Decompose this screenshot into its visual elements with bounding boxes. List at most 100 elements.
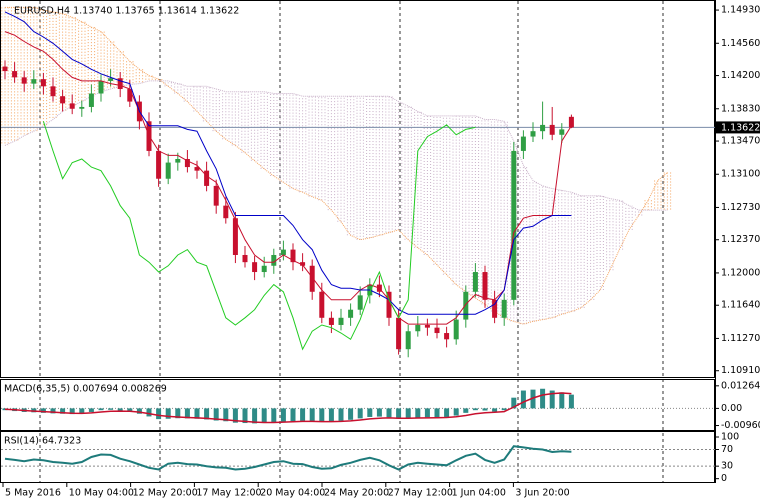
macd-bar <box>184 408 190 419</box>
macd-bar <box>213 408 219 421</box>
macd-bar <box>156 408 162 420</box>
x-tick-label: 20 May 04:00 <box>260 488 325 499</box>
y-tick-label: 1.12730 <box>721 202 760 213</box>
candle-body <box>242 254 248 263</box>
y-tick-label: -0.00960 <box>721 420 760 431</box>
candle-body <box>60 96 66 104</box>
candle-body <box>482 272 488 300</box>
candle-body <box>69 103 75 109</box>
candle-body <box>319 291 325 318</box>
candle-body <box>40 79 46 87</box>
candle-body <box>252 262 258 273</box>
last-price-box <box>716 121 760 134</box>
candle-body <box>261 265 267 273</box>
y-tick-label: 0 <box>721 473 727 484</box>
candle-body <box>98 80 104 94</box>
candle-body <box>271 254 277 266</box>
macd-bar <box>146 408 152 417</box>
macd-bar <box>194 408 200 419</box>
candle-body <box>520 136 526 151</box>
macd-bar <box>232 408 238 423</box>
candle-body <box>444 333 450 340</box>
x-tick-label: 1 Jun 04:00 <box>452 488 506 499</box>
macd-bar <box>444 408 450 417</box>
macd-frame <box>0 379 715 431</box>
macd-bar <box>223 408 229 422</box>
x-tick-label: 27 May 12:00 <box>388 488 453 499</box>
panel-title: RSI(14) 64.7323 <box>4 436 81 447</box>
last-price-label: 1.13622 <box>721 122 760 133</box>
macd-bar <box>175 408 181 419</box>
macd-bar <box>348 408 354 420</box>
candle-body <box>194 167 200 171</box>
panel-frames <box>0 0 715 483</box>
rsi-frame <box>0 431 715 483</box>
candle-body <box>549 124 555 135</box>
candle-body <box>309 265 315 292</box>
macd-bar <box>300 408 306 421</box>
macd-bar <box>319 408 325 422</box>
y-tick-label: 0.01264 <box>721 380 760 391</box>
macd-bar <box>463 408 469 413</box>
candle-body <box>127 89 133 102</box>
macd-bar <box>328 408 334 422</box>
y-tick-label: 100 <box>721 432 739 443</box>
x-tick-label: 10 May 04:00 <box>69 488 134 499</box>
y-tick-label: 30 <box>721 461 733 472</box>
candle-body <box>501 299 507 318</box>
candle-body <box>50 86 56 97</box>
x-tick-label: 17 May 12:00 <box>196 488 261 499</box>
macd-bar <box>309 408 315 422</box>
panel-title: EURUSD,H4 1.13740 1.13765 1.13614 1.1362… <box>14 6 239 17</box>
macd-bar <box>98 408 104 411</box>
span-b-line <box>4 80 668 211</box>
y-tick-label: 1.11640 <box>721 300 760 311</box>
macd-bar <box>290 408 296 422</box>
y-tick-label: 0.00 <box>721 403 742 414</box>
macd-bar <box>540 388 546 409</box>
candle-body <box>79 106 85 109</box>
y-tick-label: 1.14200 <box>721 70 760 81</box>
macd-bar <box>559 392 565 409</box>
candle-body <box>386 291 392 318</box>
indicator-line <box>42 121 476 351</box>
candle-body <box>424 324 430 328</box>
macd-bar <box>204 408 210 420</box>
candle-body <box>280 249 286 255</box>
macd-bar <box>79 408 85 414</box>
candle-body <box>156 150 162 179</box>
candle-body <box>165 162 171 179</box>
macd-bar <box>376 408 382 417</box>
candle-body <box>204 170 210 186</box>
signal-line <box>4 392 572 424</box>
macd-bar <box>117 408 123 411</box>
candle-body <box>12 71 18 78</box>
candle-body <box>31 79 37 84</box>
candle-body <box>21 77 27 84</box>
rsi-line <box>4 445 572 471</box>
candle-body <box>117 78 123 90</box>
candle-body <box>88 93 94 107</box>
macd-bar <box>568 394 574 409</box>
macd-bar <box>357 408 363 419</box>
y-tick-label: 1.12000 <box>721 267 760 278</box>
candle-body <box>396 317 402 350</box>
candle-body <box>463 291 469 320</box>
macd-bar <box>482 408 488 411</box>
candle-body <box>434 327 440 334</box>
macd-bar <box>271 408 277 423</box>
candle-body <box>540 124 546 132</box>
macd-bar <box>405 408 411 419</box>
candle-body <box>453 319 459 340</box>
macd-bar <box>492 408 498 412</box>
panel-title: MACD(6,35,5) 0.007694 0.008269 <box>4 384 167 395</box>
candle-body <box>559 129 565 135</box>
x-tick-label: 3 Jun 20:00 <box>515 488 569 499</box>
candle-body <box>300 262 306 266</box>
indicator-line <box>4 11 572 315</box>
candle-body <box>108 78 114 81</box>
macd-bar <box>511 397 517 409</box>
macd-bar <box>367 408 373 417</box>
candle-body <box>348 309 354 318</box>
macd-bar <box>520 390 526 409</box>
